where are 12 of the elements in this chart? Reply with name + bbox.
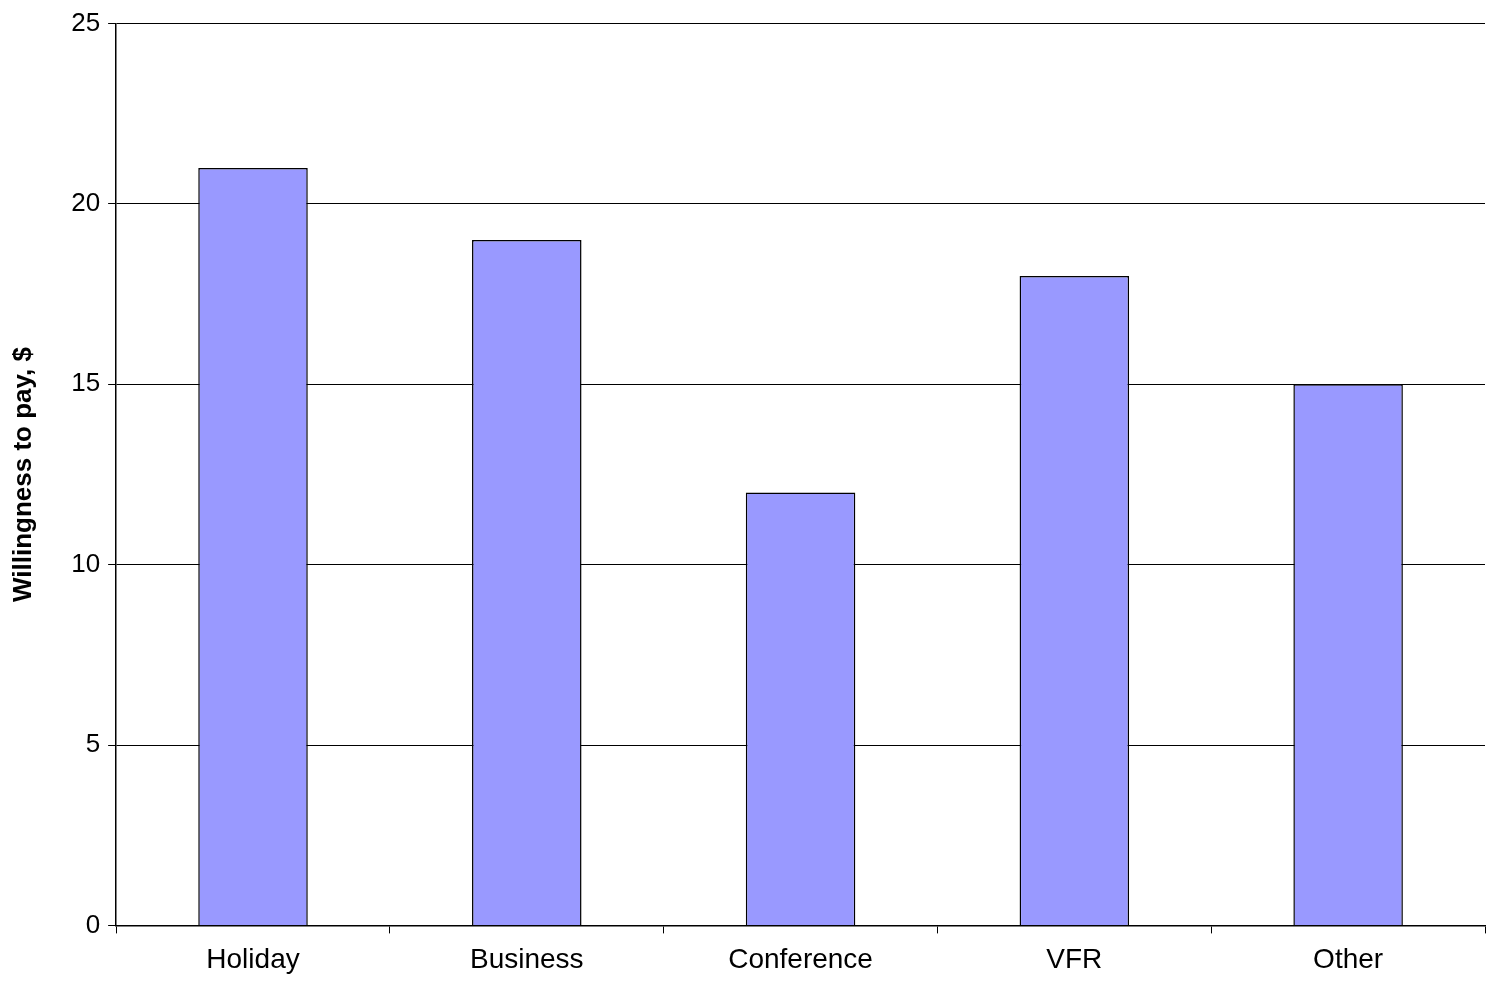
x-tick-label: Business	[469, 942, 584, 974]
x-tick-label: Conference	[728, 942, 873, 974]
x-tick-label: Other	[1313, 942, 1384, 974]
y-tick-label: 25	[71, 6, 101, 37]
x-tick-label: VFR	[1046, 942, 1103, 974]
x-tick-label: Holiday	[206, 942, 300, 974]
y-tick-label: 20	[71, 187, 101, 218]
y-axis-title: Willingness to pay, $	[6, 346, 37, 602]
y-tick-label: 10	[71, 547, 101, 578]
y-tick-label: 5	[85, 728, 101, 759]
y-tick-label: 0	[85, 908, 101, 939]
y-tick-label: 15	[71, 367, 101, 398]
